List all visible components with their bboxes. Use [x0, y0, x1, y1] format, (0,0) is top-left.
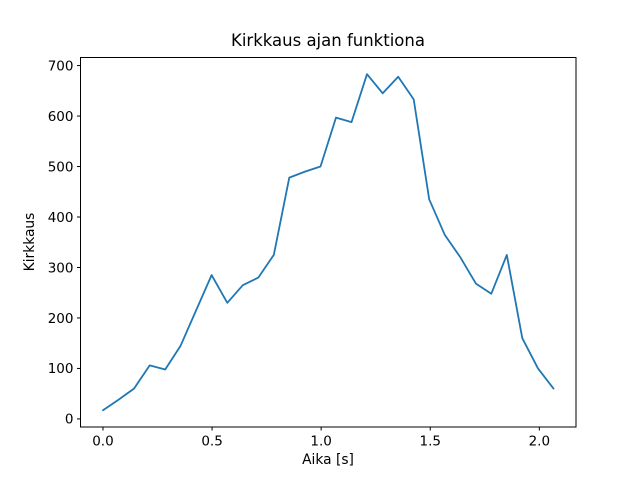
x-axis-label: Aika [s]	[302, 452, 354, 468]
y-tick-label: 200	[48, 311, 74, 327]
x-tick-label: 2.0	[529, 434, 550, 450]
y-tick-label: 0	[65, 412, 74, 428]
y-tick-label: 500	[48, 159, 74, 175]
axes-spines	[80, 57, 577, 428]
x-tick-label: 1.0	[310, 434, 331, 450]
x-tick-label: 0.0	[92, 434, 113, 450]
chart-title: Kirkkaus ajan funktiona	[231, 31, 425, 50]
y-tick-label: 100	[48, 361, 74, 377]
x-tick-label: 0.5	[201, 434, 222, 450]
x-tick-label: 1.5	[420, 434, 441, 450]
y-tick-label: 400	[48, 210, 74, 226]
y-tick-label: 600	[48, 109, 74, 125]
y-tick-label: 300	[48, 260, 74, 276]
brightness-line	[102, 73, 555, 412]
y-tick-label: 700	[48, 58, 74, 74]
y-axis-label: Kirkkaus	[22, 212, 38, 272]
